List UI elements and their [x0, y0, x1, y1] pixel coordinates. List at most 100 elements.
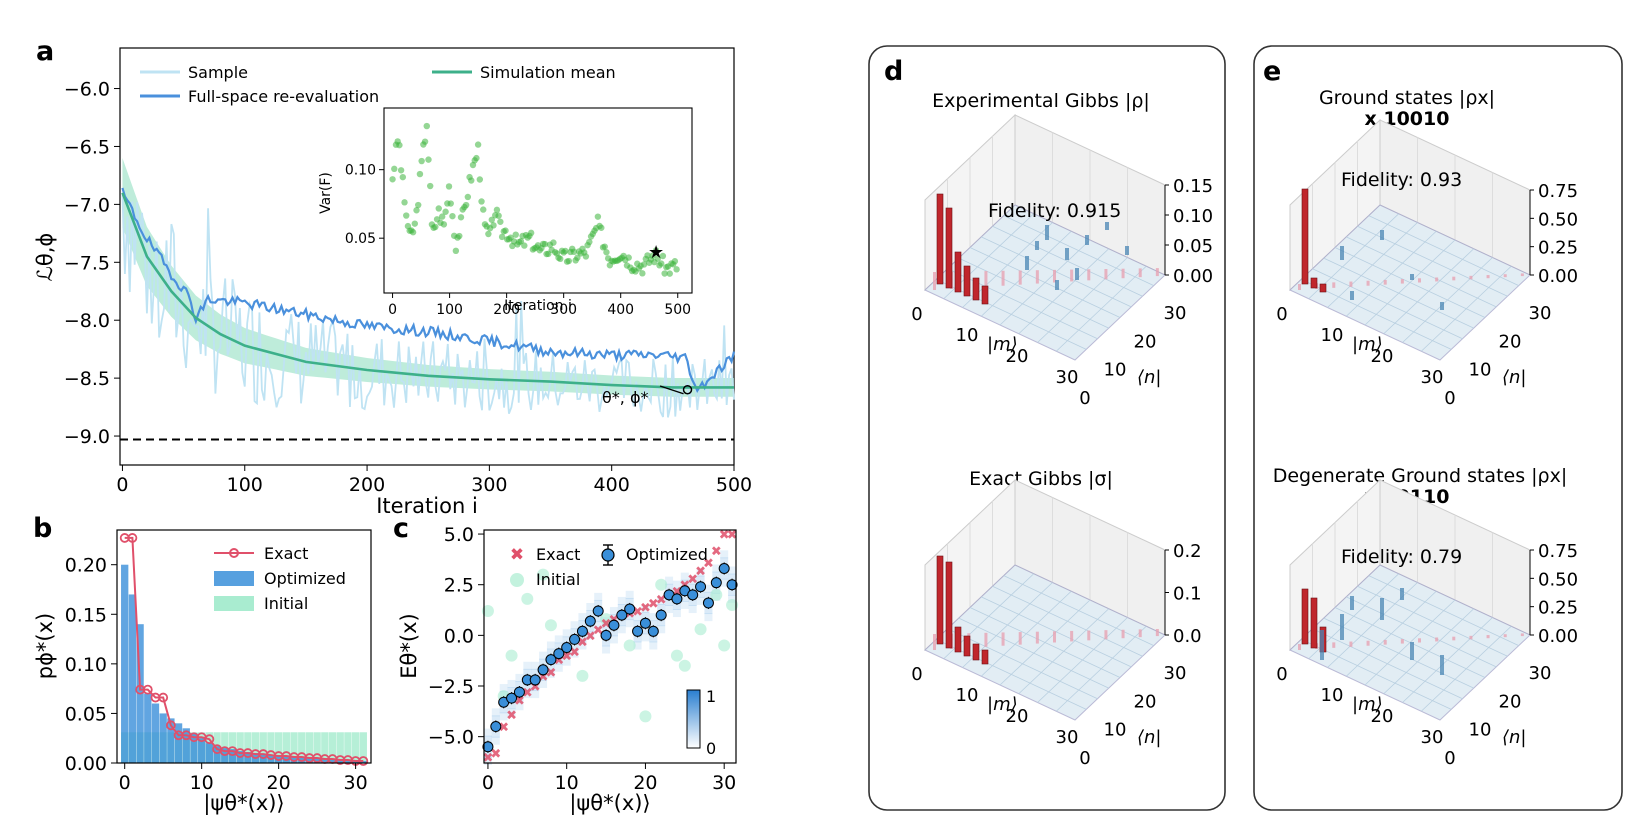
- floor-grid: [1003, 215, 1154, 286]
- x-tick-label: 0: [911, 664, 922, 685]
- exact-cross: ✖: [482, 751, 493, 766]
- x-tick-label: 30: [1056, 367, 1079, 388]
- y-tick-label: 0: [1079, 748, 1090, 769]
- optimized-point: [624, 603, 636, 615]
- blue-bar: [1025, 256, 1029, 270]
- panel-c-marks: ✖✖✖✖✖✖✖✖✖✖✖✖✖✖✖✖✖✖✖✖✖✖✖✖✖✖✖✖✖✖✖✖: [481, 528, 739, 766]
- blue-bar: [1410, 274, 1414, 280]
- floor-grid: [1357, 585, 1508, 657]
- heat-cell: [712, 564, 721, 573]
- c-ytick-label: 0.0: [444, 625, 474, 647]
- heat-cell: [728, 566, 737, 575]
- floor-grid: [1420, 625, 1512, 712]
- inset-point: [442, 208, 449, 215]
- inset-point: [476, 176, 484, 183]
- floor-grid: [1368, 575, 1519, 646]
- diag-bar: [933, 634, 936, 650]
- heat-cell: [657, 625, 666, 634]
- inset-point: [574, 254, 581, 261]
- d-bottom-title: Exact Gibbs |σ|: [969, 468, 1113, 490]
- blue-bar: [1380, 230, 1384, 240]
- heat-cell: [609, 614, 618, 623]
- diag-bar: [1104, 630, 1108, 640]
- x-tick-label: 10: [956, 325, 979, 346]
- heat-cell: [546, 669, 555, 678]
- z-tick-label: 0.00: [1538, 626, 1578, 647]
- heat-cell: [531, 661, 540, 670]
- panel-c-ylabel: Eθ*(x): [397, 613, 421, 678]
- heat-cell: [483, 728, 492, 737]
- inset-point: [457, 214, 465, 221]
- initial-bar: [351, 732, 360, 763]
- heat-cell: [546, 648, 555, 657]
- heat-cell: [539, 672, 548, 681]
- inset-point: [432, 223, 439, 231]
- inset-point: [397, 167, 405, 174]
- y-tick-label: 20: [1134, 331, 1157, 352]
- optimized-point: [545, 654, 557, 666]
- exact-cross: ✖: [569, 646, 580, 661]
- diag-bar: [1469, 275, 1473, 280]
- legend-sample: Sample: [188, 63, 248, 82]
- diag-bar: [1332, 642, 1336, 648]
- red-bar: [945, 207, 953, 289]
- x-tick-label: 10: [1321, 325, 1344, 346]
- heat-cell: [720, 557, 729, 566]
- heat-cell: [609, 628, 618, 637]
- diag-bar: [1469, 635, 1473, 640]
- panel-label-e: e: [1263, 56, 1281, 87]
- inset-point: [502, 227, 509, 234]
- inset-point: [452, 247, 460, 255]
- inset-point: [401, 199, 408, 206]
- optimized-point: [695, 581, 707, 593]
- z-tick-label: 0.75: [1538, 541, 1578, 562]
- heat-cell: [523, 690, 532, 699]
- inset-xtick-label: 0: [388, 302, 397, 318]
- panel-label-a: a: [36, 36, 54, 67]
- inset-xtick-label: 400: [607, 302, 634, 318]
- diag-bar: [1418, 638, 1421, 643]
- exact-cross: ✖: [711, 544, 722, 559]
- inset-point: [493, 206, 501, 214]
- initial-bar: [321, 732, 329, 763]
- heat-cell: [491, 708, 500, 717]
- diag-bar: [1018, 270, 1022, 285]
- diag-bar: [1104, 269, 1108, 280]
- diag-bar: [1435, 277, 1439, 282]
- diag-bar: [1383, 639, 1387, 645]
- panel-b-legend: Exact Optimized Initial: [214, 544, 346, 613]
- inset-frame: [383, 107, 693, 294]
- y-tick-label: 30: [1529, 663, 1552, 684]
- fidelity-label: Fidelity: 0.915: [988, 200, 1121, 222]
- blue-bar: [1125, 246, 1129, 255]
- inset-xtick-label: 100: [436, 302, 463, 318]
- inset-point: [485, 230, 492, 238]
- diag-bar: [1298, 284, 1301, 290]
- exact-point: [165, 720, 176, 731]
- heat-cell: [523, 661, 532, 670]
- initial-point: [544, 619, 557, 632]
- red-bar: [963, 635, 971, 657]
- optimized-point: [576, 625, 588, 637]
- inset-point: [445, 183, 453, 190]
- heat-cell: [680, 572, 689, 581]
- exact-cross: ✖: [561, 650, 572, 665]
- inset-point: [673, 266, 680, 273]
- floor-grid: [969, 247, 1121, 318]
- x-tick-label: 0: [1276, 664, 1287, 685]
- inset-point: [550, 239, 557, 246]
- optimized-bar: [151, 703, 160, 763]
- red-bar: [936, 555, 944, 645]
- z-tick-label: 0.1: [1173, 584, 1202, 605]
- heat-cell: [554, 642, 563, 651]
- heat-cell: [562, 636, 571, 645]
- z-tick-label: 0.15: [1173, 176, 1213, 197]
- heat-cell: [539, 679, 548, 688]
- optimized-bar: [305, 758, 314, 763]
- heat-cell: [539, 651, 548, 660]
- panel-a-chart: 0 100 200 300 400 500 −6.0 −6.5 −7.0 −7.5 −8.0 −8.5…: [33, 47, 752, 518]
- inset-ticks: 0 100 200 300 400 500 0.05 0.10: [345, 163, 691, 318]
- heat-cell: [491, 715, 500, 724]
- full-space-line: [121, 187, 736, 393]
- heat-cell: [499, 684, 508, 693]
